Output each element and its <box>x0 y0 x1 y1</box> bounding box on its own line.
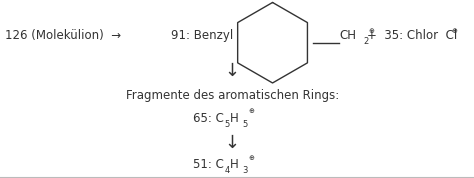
Text: 5: 5 <box>224 120 229 129</box>
Text: 65: C: 65: C <box>193 112 224 125</box>
Text: ⊕: ⊕ <box>451 28 457 34</box>
Text: H: H <box>230 158 239 171</box>
Text: 4: 4 <box>224 166 229 175</box>
Text: 91: Benzyl: 91: Benzyl <box>171 29 233 42</box>
Text: ⊕: ⊕ <box>248 108 254 114</box>
Text: +  35: Chlor  Cl: + 35: Chlor Cl <box>367 29 457 42</box>
Text: 5: 5 <box>242 120 247 129</box>
Text: ⊕: ⊕ <box>368 28 374 34</box>
Text: 2: 2 <box>364 37 369 46</box>
Text: 3: 3 <box>242 166 247 175</box>
Text: ↓: ↓ <box>225 134 240 152</box>
Text: 51: C: 51: C <box>193 158 224 171</box>
Text: CH: CH <box>339 29 356 42</box>
Text: 126 (Molekülion)  →: 126 (Molekülion) → <box>5 29 121 42</box>
Text: H: H <box>230 112 239 125</box>
Text: Fragmente des aromatischen Rings:: Fragmente des aromatischen Rings: <box>126 89 339 102</box>
Text: ↓: ↓ <box>225 62 240 80</box>
Text: ⊕: ⊕ <box>248 155 254 161</box>
